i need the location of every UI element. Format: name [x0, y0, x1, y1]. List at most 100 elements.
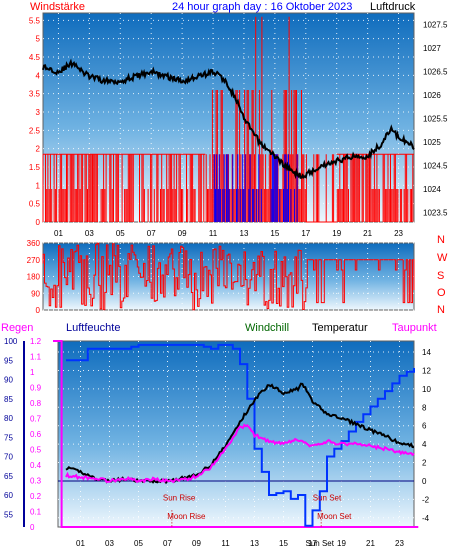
hour-tick-label: 17: [301, 229, 310, 238]
humidity-temperature-series: [53, 340, 419, 528]
rain-tick-label: 0.3: [30, 477, 42, 486]
direction-axis-ticks: 0 90 180 270 360: [27, 239, 41, 315]
pressure-line: [42, 58, 415, 180]
temperature-legend: Temperatur: [312, 322, 368, 334]
temperature-tick-label: 0: [422, 477, 427, 486]
rain-tick-label: 0.6: [30, 430, 42, 439]
humidity-tick-label: 70: [4, 453, 13, 462]
hour-tick-label: 11: [221, 539, 230, 548]
hour-tick-label: 03: [105, 539, 114, 548]
wind-tick-label: 5.5: [29, 16, 41, 25]
astro-label: Moon Set: [317, 512, 352, 521]
temperature-tick-label: 4: [422, 440, 427, 449]
hour-tick-label: 15: [279, 539, 288, 548]
humidity-tick-label: 100: [4, 337, 18, 346]
direction-tick-label: 0: [36, 306, 41, 315]
temperature-tick-label: -4: [422, 514, 430, 523]
pressure-tick-label: 1025: [423, 138, 441, 147]
humidity-tick-label: 85: [4, 395, 13, 404]
wind-gust-series: [213, 154, 298, 222]
hour-tick-label: 09: [192, 539, 201, 548]
compass-label: W: [437, 252, 448, 264]
humidity-legend: Luftfeuchte: [66, 322, 120, 334]
hour-tick-label: 15: [270, 229, 279, 238]
wind-tick-label: 1.5: [29, 163, 41, 172]
rain-tick-label: 0.9: [30, 384, 42, 393]
rain-tick-label: 0.2: [30, 492, 42, 501]
wind-tick-label: 3.5: [29, 90, 41, 99]
wind-tick-label: 1: [36, 181, 41, 190]
hour-tick-label: 23: [394, 229, 403, 238]
wind-direction-series: [42, 242, 415, 311]
hour-tick-label: 13: [240, 229, 249, 238]
wind-direction-line: [42, 242, 415, 311]
pressure-axis-label: Luftdruck: [370, 1, 416, 13]
wind-speed-line: [42, 16, 414, 222]
pressure-series: [42, 58, 415, 180]
astro-label: Moon Rise: [167, 512, 206, 521]
wind-tick-label: 2.5: [29, 126, 41, 135]
rain-tick-label: 0.1: [30, 508, 42, 517]
wind-tick-label: 4.5: [29, 53, 41, 62]
hour-tick-label: 13: [250, 539, 259, 548]
humidity-tick-label: 65: [4, 472, 13, 481]
wind-axis-label: Windstärke: [30, 1, 85, 13]
sunset-axis-marker: Sun Set: [306, 539, 335, 548]
rain-line: [53, 340, 419, 528]
astro-annotations: Sun Rise Moon Rise Sun Set Moon Set Sun Set: [163, 494, 352, 548]
pressure-tick-label: 1026.5: [423, 68, 448, 77]
pressure-tick-label: 1025.5: [423, 115, 448, 124]
wind-tick-label: 4: [36, 71, 41, 80]
temperature-tick-label: 8: [422, 403, 427, 412]
wind-pressure-panel: 0 0.5 1 1.5 2 2.5 3 3.5 4 4.5 5 5.5 1023.5 1024 1024.…: [29, 1, 448, 238]
pressure-tick-label: 1027: [423, 44, 441, 53]
astro-label: Sun Set: [313, 494, 342, 503]
pressure-tick-label: 1024.5: [423, 162, 448, 171]
rain-tick-label: 1: [30, 368, 35, 377]
direction-tick-label: 360: [27, 239, 41, 248]
rain-legend: Regen: [1, 322, 33, 334]
rain-tick-label: 0.5: [30, 446, 42, 455]
dewpoint-line: [65, 423, 415, 484]
rain-axis-ticks: 0 0.1 0.2 0.3 0.4 0.5 0.6 0.7 0.8 0.9 1 1.1 1.2: [30, 337, 42, 532]
temperature-tick-label: -2: [422, 495, 430, 504]
temperature-tick-label: 12: [422, 366, 431, 375]
hour-tick-label: 11: [209, 229, 218, 238]
hour-tick-label: 23: [395, 539, 404, 548]
temperature-axis-ticks: -4 -2 0 2 4 6 8 10 12 14: [422, 348, 431, 523]
hour-tick-label: 07: [163, 539, 172, 548]
wind-tick-label: 3: [36, 108, 41, 117]
compass-label: N: [437, 234, 445, 246]
temperature-tick-label: 2: [422, 459, 427, 468]
pressure-tick-label: 1027.5: [423, 21, 448, 30]
rain-tick-label: 0: [30, 523, 35, 532]
humidity-tick-label: 80: [4, 414, 13, 423]
wind-tick-label: 0: [36, 218, 41, 227]
rain-tick-label: 0.4: [30, 461, 42, 470]
wind-axis-ticks: 0 0.5 1 1.5 2 2.5 3 3.5 4 4.5 5 5.5: [29, 16, 41, 227]
wind-tick-label: 2: [36, 145, 41, 154]
hour-tick-label: 05: [116, 229, 125, 238]
hour-tick-label: 17: [308, 539, 317, 548]
hour-tick-label: 01: [76, 539, 85, 548]
wind-pressure-x-ticks: 01 03 05 07 09 11 13 15 17 19 21 23: [54, 229, 404, 238]
astro-label: Sun Rise: [163, 494, 196, 503]
rain-tick-label: 1.1: [30, 353, 42, 362]
humidity-tick-label: 90: [4, 376, 13, 385]
humidity-temperature-x-ticks: 01 03 05 07 09 11 13 15 17 19 21 23: [76, 539, 404, 548]
chart-title: 24 hour graph day : 16 Oktober 2023: [172, 1, 352, 13]
temperature-tick-label: 6: [422, 422, 427, 431]
hour-tick-label: 09: [178, 229, 187, 238]
humidity-tick-label: 75: [4, 433, 13, 442]
direction-tick-label: 180: [27, 273, 41, 282]
dewpoint-legend: Taupunkt: [392, 322, 437, 334]
rain-tick-label: 0.8: [30, 399, 42, 408]
hour-tick-label: 05: [134, 539, 143, 548]
humidity-temperature-grid: [58, 341, 414, 527]
hour-tick-label: 21: [363, 229, 372, 238]
compass-label: S: [437, 270, 444, 282]
humidity-axis-ticks: 55 60 65 70 75 80 85 90 95 100: [4, 337, 25, 527]
